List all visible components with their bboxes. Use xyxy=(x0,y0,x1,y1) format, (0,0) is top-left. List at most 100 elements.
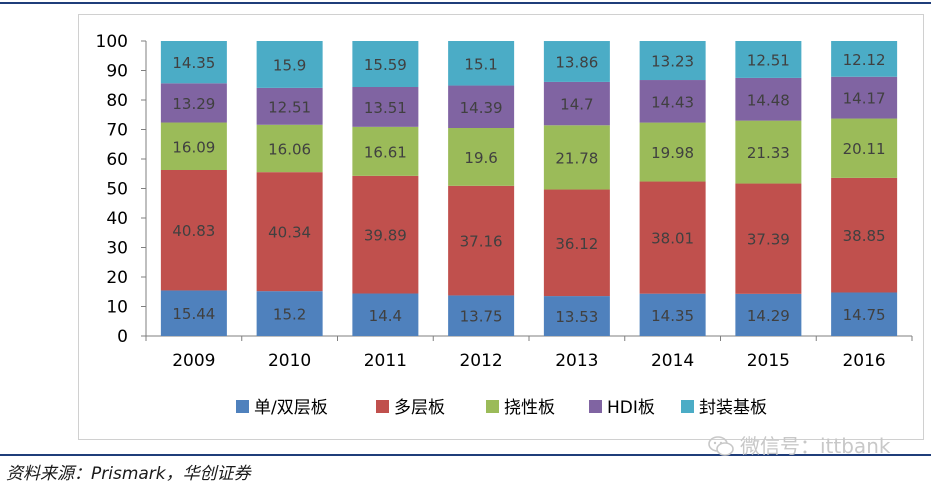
bar-segment xyxy=(639,122,706,182)
bar-segment xyxy=(735,120,802,184)
data-label: 13.86 xyxy=(555,53,598,71)
bar-segment xyxy=(543,41,610,82)
data-label: 16.06 xyxy=(268,140,311,158)
bar-segment xyxy=(543,189,610,297)
y-tick-label: 60 xyxy=(106,150,128,170)
bar-segment xyxy=(160,122,227,171)
bar-segment xyxy=(160,41,227,84)
data-label: 14.4 xyxy=(369,307,402,325)
bar-segment xyxy=(448,85,515,128)
y-tick-label: 30 xyxy=(106,239,128,259)
bar-segment xyxy=(831,118,898,178)
bar-segment xyxy=(639,80,706,123)
data-label: 38.01 xyxy=(651,230,694,248)
data-label: 14.7 xyxy=(560,96,593,114)
legend-swatch xyxy=(236,400,249,413)
bar-segment xyxy=(352,293,419,336)
legend-swatch xyxy=(589,400,602,413)
data-label: 14.48 xyxy=(747,91,790,109)
data-label: 16.09 xyxy=(172,138,215,156)
data-label: 19.98 xyxy=(651,144,694,162)
y-tick-label: 90 xyxy=(106,62,128,82)
data-label: 14.17 xyxy=(843,90,886,108)
bar-segment xyxy=(543,81,610,126)
bar-segment xyxy=(256,87,323,125)
wechat-watermark: 微信号：ittbank xyxy=(708,430,890,459)
data-label: 15.9 xyxy=(273,56,306,74)
data-label: 16.61 xyxy=(364,143,407,161)
data-label: 19.6 xyxy=(464,149,497,167)
y-tick-label: 100 xyxy=(96,32,128,52)
bar-segment xyxy=(352,41,419,87)
x-tick-label: 2012 xyxy=(459,351,502,371)
bottom-rule xyxy=(0,454,931,456)
data-label: 36.12 xyxy=(555,235,598,253)
data-label: 13.75 xyxy=(460,308,503,326)
x-tick-label: 2014 xyxy=(651,351,694,371)
bar-segment xyxy=(448,127,515,186)
source-note: 资料来源：Prismark，华创证券 xyxy=(6,464,251,484)
legend-swatch xyxy=(376,400,389,413)
chart-frame xyxy=(78,14,924,440)
legend-swatch xyxy=(681,400,694,413)
bar-segment xyxy=(831,76,898,119)
data-label: 12.51 xyxy=(268,98,311,116)
bar-segment xyxy=(448,185,515,296)
data-label: 37.16 xyxy=(460,233,503,251)
legend-label: 挠性板 xyxy=(504,398,555,418)
bar-segment xyxy=(256,41,323,88)
bar-segment xyxy=(831,292,898,336)
bar-segment xyxy=(735,183,802,294)
y-tick-label: 80 xyxy=(106,91,128,111)
bar-segment xyxy=(735,77,802,121)
data-label: 20.11 xyxy=(843,140,886,158)
data-label: 13.29 xyxy=(172,95,215,113)
legend-label: 多层板 xyxy=(394,398,445,418)
data-label: 15.2 xyxy=(273,306,306,324)
bar-segment xyxy=(160,290,227,336)
data-label: 14.35 xyxy=(651,307,694,325)
data-label: 37.39 xyxy=(747,231,790,249)
data-label: 14.75 xyxy=(843,306,886,324)
data-label: 15.59 xyxy=(364,56,407,74)
data-label: 14.43 xyxy=(651,93,694,111)
data-label: 13.51 xyxy=(364,99,407,117)
data-label: 40.83 xyxy=(172,222,215,240)
bar-segment xyxy=(639,293,706,336)
y-tick-label: 20 xyxy=(106,268,128,288)
y-tick-label: 70 xyxy=(106,121,128,141)
bar-segment xyxy=(160,83,227,123)
bar-segment xyxy=(831,177,898,293)
legend-label: HDI板 xyxy=(607,398,655,418)
y-tick-label: 50 xyxy=(106,180,128,200)
bar-segment xyxy=(735,293,802,336)
x-tick-label: 2010 xyxy=(268,351,311,371)
bar-segment xyxy=(352,86,419,127)
bar-segment xyxy=(256,172,323,292)
x-tick-label: 2013 xyxy=(555,351,598,371)
bar-segment xyxy=(256,291,323,336)
bar-segment xyxy=(448,295,515,336)
data-label: 15.44 xyxy=(172,305,215,323)
x-tick-label: 2011 xyxy=(364,351,407,371)
data-label: 15.1 xyxy=(464,55,497,73)
legend-label: 单/双层板 xyxy=(254,398,328,418)
x-tick-label: 2015 xyxy=(747,351,790,371)
stacked-bar-chart: 0 10 20 30 40 50 60 70 80 90 100 15.44 40.83 16.09 13.… xyxy=(96,32,913,418)
x-tick-label: 2009 xyxy=(172,351,215,371)
data-label: 40.34 xyxy=(268,224,311,242)
data-label: 21.78 xyxy=(555,149,598,167)
data-label: 39.89 xyxy=(364,227,407,245)
top-rule xyxy=(0,2,931,4)
bar-segment xyxy=(352,126,419,176)
data-label: 38.85 xyxy=(843,227,886,245)
legend-label: 封装基板 xyxy=(699,398,767,418)
y-tick-label: 40 xyxy=(106,209,128,229)
bar-segment xyxy=(256,124,323,173)
watermark-label: 微信号：ittbank xyxy=(740,434,891,458)
data-label: 14.29 xyxy=(747,307,790,325)
x-tick-label: 2016 xyxy=(842,351,885,371)
data-label: 12.51 xyxy=(747,51,790,69)
data-label: 14.39 xyxy=(460,99,503,117)
y-tick-label: 10 xyxy=(106,298,128,318)
